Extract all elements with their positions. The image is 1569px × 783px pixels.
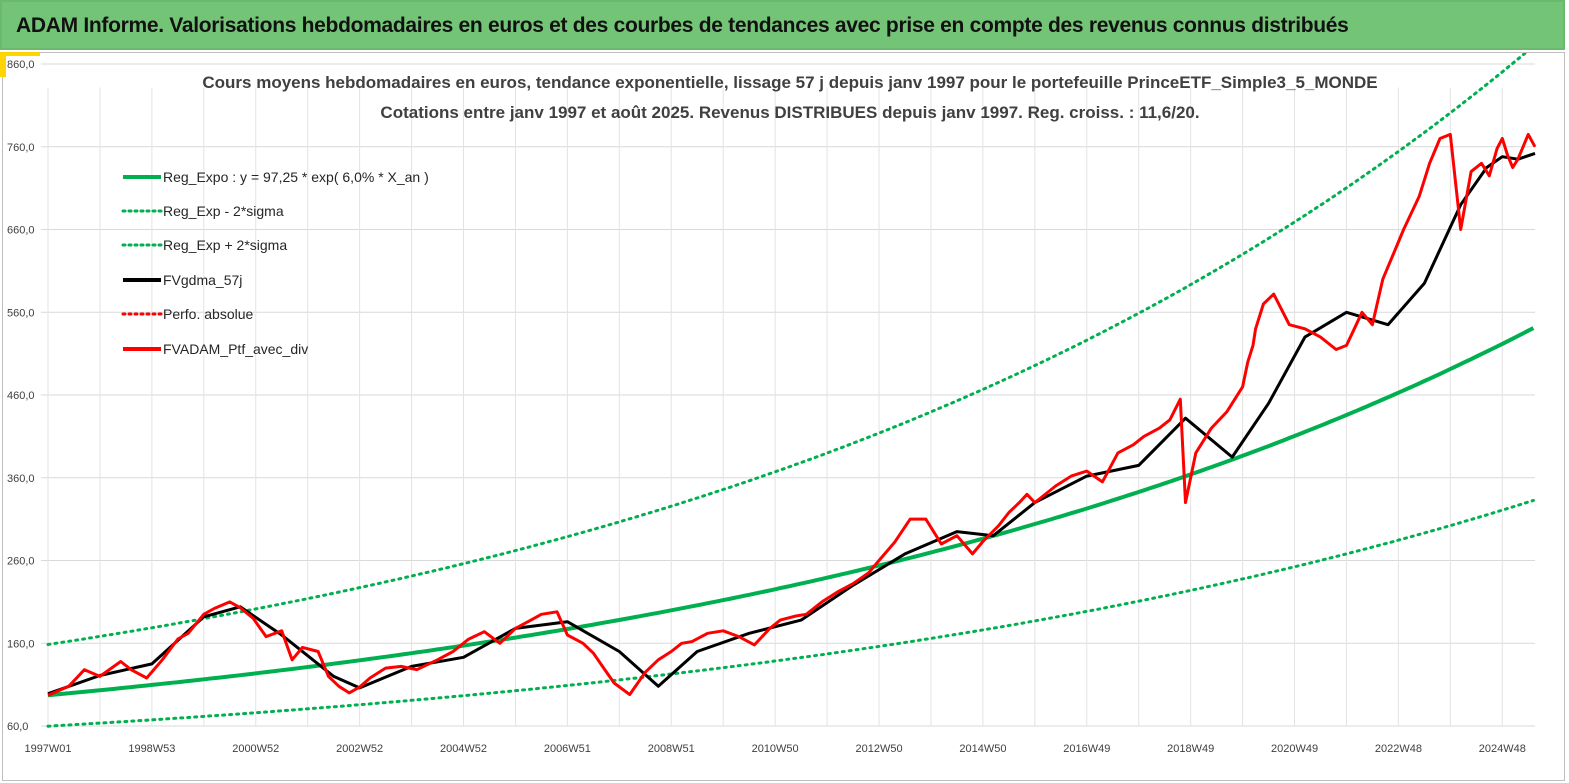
chart-subtitle: Cotations entre janv 1997 et août 2025. … [380,103,1199,122]
banner-title: ADAM Informe. Valorisations hebdomadaire… [16,14,1349,37]
legend-label-reg-expo: Reg_Expo : y = 97,25 * exp( 6,0% * X_an … [163,169,429,185]
y-tick-label: 60,0 [7,721,28,733]
x-tick-label: 1997W01 [24,743,71,755]
series-reg-exp-plus-2sigma [46,53,1528,646]
legend-item-perfo: Perfo. absolue [121,306,253,322]
series-fvadam-ptf-avec-div [47,132,1537,697]
x-tick-label: 2004W52 [440,743,487,755]
x-axis-ticks: 1997W01 1998W53 2000W52 2002W52 2004W52 2006W… [24,743,1525,755]
chart-grid [41,63,1535,727]
y-tick-label: 160,0 [7,638,35,650]
legend-label-reg-exp-minus: Reg_Exp - 2*sigma [163,203,284,219]
legend-label-fvgdma: FVgdma_57j [163,272,242,288]
x-tick-label: 2010W50 [752,743,799,755]
legend-item-reg-exp-minus: Reg_Exp - 2*sigma [121,203,284,219]
x-tick-label: 2022W48 [1375,743,1422,755]
x-tick-label: 2018W49 [1167,743,1214,755]
x-tick-label: 1998W53 [128,743,175,755]
series-reg-expo [47,326,1535,698]
y-tick-label: 460,0 [7,390,35,402]
y-axis-ticks: 60,0 160,0 260,0 360,0 460,0 560,0 660,0 760,0 8… [7,59,35,733]
x-tick-label: 2016W49 [1063,743,1110,755]
yellow-accent-top [0,52,40,56]
legend-item-reg-exp-plus: Reg_Exp + 2*sigma [121,237,287,253]
header-banner: ADAM Informe. Valorisations hebdomadaire… [0,0,1565,50]
chart-frame: Cours moyens hebdomadaires en euros, ten… [2,52,1565,781]
x-tick-label: 2014W50 [959,743,1006,755]
y-tick-label: 660,0 [7,225,35,237]
x-tick-label: 2020W49 [1271,743,1318,755]
y-tick-label: 360,0 [7,473,35,485]
x-tick-label: 2002W52 [336,743,383,755]
x-tick-label: 2006W51 [544,743,591,755]
legend-item-fvgdma: FVgdma_57j [123,272,242,288]
legend-label-perfo: Perfo. absolue [163,306,253,322]
series-layer [46,53,1537,728]
y-tick-label: 260,0 [7,556,35,568]
chart-legend: Reg_Expo : y = 97,25 * exp( 6,0% * X_an … [121,169,429,357]
series-fvgdma-57j [47,151,1536,696]
legend-item-fvadam: FVADAM_Ptf_avec_div [123,341,308,357]
legend-item-reg-expo: Reg_Expo : y = 97,25 * exp( 6,0% * X_an … [123,169,429,185]
y-tick-label: 860,0 [7,59,35,71]
x-tick-label: 2000W52 [232,743,279,755]
chart-svg: Cours moyens hebdomadaires en euros, ten… [7,53,1537,755]
x-tick-label: 2012W50 [855,743,902,755]
chart-title: Cours moyens hebdomadaires en euros, ten… [202,73,1377,92]
x-tick-label: 2008W51 [648,743,695,755]
legend-label-reg-exp-plus: Reg_Exp + 2*sigma [163,237,287,253]
y-tick-label: 760,0 [7,142,35,154]
y-tick-label: 560,0 [7,307,35,319]
series-reg-exp-minus-2sigma [46,498,1535,728]
yellow-accent-left [0,52,6,77]
legend-label-fvadam: FVADAM_Ptf_avec_div [163,341,308,357]
x-tick-label: 2024W48 [1479,743,1526,755]
